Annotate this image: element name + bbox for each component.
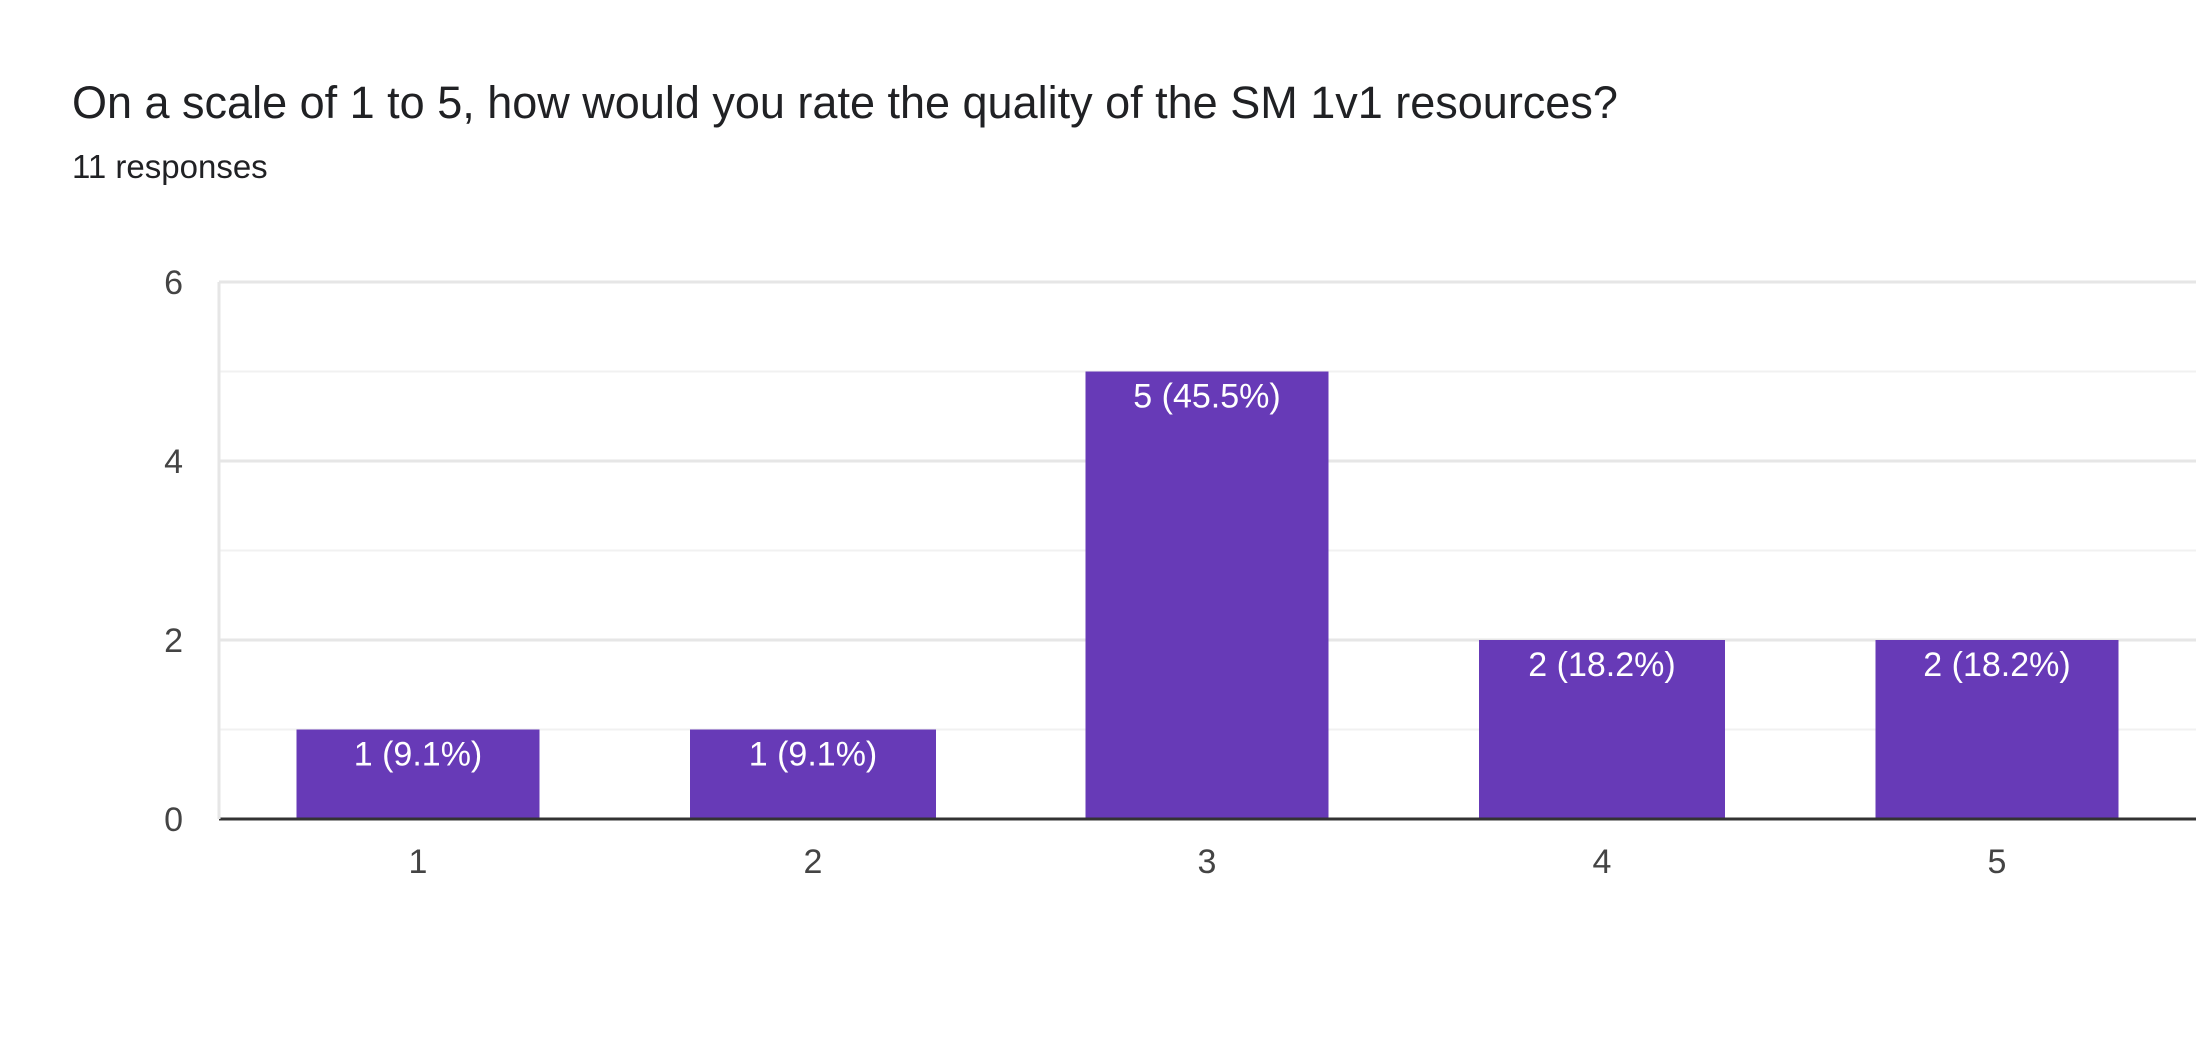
x-tick-label: 3 <box>1198 843 1217 881</box>
bar <box>1875 640 2119 819</box>
x-tick-label: 4 <box>1593 843 1612 881</box>
question-title: On a scale of 1 to 5, how would you rate… <box>72 77 1618 128</box>
x-tick-label: 1 <box>409 843 428 881</box>
y-tick-label: 6 <box>164 264 183 302</box>
x-tick-label: 2 <box>804 843 823 881</box>
bar-data-label: 2 (18.2%) <box>1923 646 2070 684</box>
x-axis-tick-labels: 1 2 3 4 5 <box>409 843 2007 881</box>
bar <box>1479 640 1725 819</box>
bars <box>296 371 2119 819</box>
bar-data-label: 1 (9.1%) <box>354 736 483 774</box>
y-axis-tick-labels: 0 2 4 6 <box>164 264 183 839</box>
bar-data-labels: 1 (9.1%) 1 (9.1%) 5 (45.5%) 2 (18.2%) 2 (18.… <box>354 378 2071 774</box>
bar <box>1085 371 1329 819</box>
bar-data-label: 2 (18.2%) <box>1528 646 1675 684</box>
y-tick-label: 2 <box>164 622 183 660</box>
bar-data-label: 5 (45.5%) <box>1133 378 1280 416</box>
bar-data-label: 1 (9.1%) <box>749 736 878 774</box>
x-tick-label: 5 <box>1988 843 2007 881</box>
bar <box>690 729 936 819</box>
y-tick-label: 0 <box>164 801 183 839</box>
y-tick-label: 4 <box>164 443 183 481</box>
response-count: 11 responses <box>72 148 268 185</box>
bar <box>296 729 540 819</box>
